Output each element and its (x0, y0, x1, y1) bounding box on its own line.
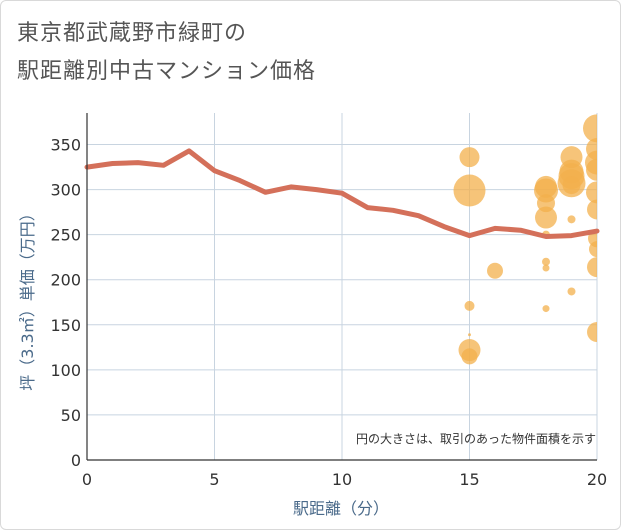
y-tick-label: 250 (50, 226, 81, 245)
transaction-bubble (567, 215, 576, 224)
transaction-bubble (542, 305, 550, 313)
transaction-bubble (542, 257, 550, 266)
chart-title-line-1: 東京都武蔵野市緑町の (17, 21, 248, 46)
transaction-bubble (487, 262, 503, 279)
y-tick-label: 100 (50, 361, 81, 380)
y-tick-label: 0 (71, 451, 81, 470)
y-tick-label: 150 (50, 316, 81, 335)
transaction-bubble (567, 287, 576, 296)
transaction-bubbles (453, 114, 597, 365)
transaction-bubble (464, 300, 475, 311)
x-tick-label: 5 (209, 470, 219, 489)
transaction-bubble (461, 348, 478, 365)
transaction-bubble (583, 114, 597, 143)
transaction-bubble (587, 322, 597, 343)
transaction-bubble (589, 241, 597, 258)
y-tick-label: 200 (50, 271, 81, 290)
x-tick-label: 15 (459, 470, 479, 489)
x-tick-label: 10 (332, 470, 352, 489)
x-tick-label: 20 (587, 470, 607, 489)
axes: 0 50 100 150 200 250 300 350 0 5 10 15 20 (50, 113, 607, 489)
transaction-bubble (542, 264, 550, 272)
transaction-bubble (586, 181, 597, 204)
transaction-bubble (586, 158, 597, 181)
x-tick-label: 0 (82, 470, 92, 489)
transaction-bubble (562, 176, 581, 195)
transaction-bubble (587, 257, 597, 278)
bubble-size-note: 円の大きさは、取引のあった物件面積を示す (356, 431, 596, 446)
transaction-bubble (468, 333, 471, 337)
average-price-line (84, 148, 600, 239)
y-tick-label: 50 (61, 406, 81, 425)
average-price-line-layer (84, 148, 600, 239)
transaction-bubble (587, 199, 597, 220)
transaction-bubble (459, 147, 480, 168)
transaction-bubble (453, 174, 486, 207)
y-tick-label: 300 (50, 181, 81, 200)
chart-title-line-2: 駅距離別中古マンション価格 (17, 59, 317, 84)
x-axis-title: 駅距離（分） (293, 499, 389, 518)
transaction-bubble (535, 206, 557, 229)
y-tick-label: 350 (50, 136, 81, 155)
y-axis-title: 坪（3.3㎡）単価（万円） (18, 205, 37, 390)
